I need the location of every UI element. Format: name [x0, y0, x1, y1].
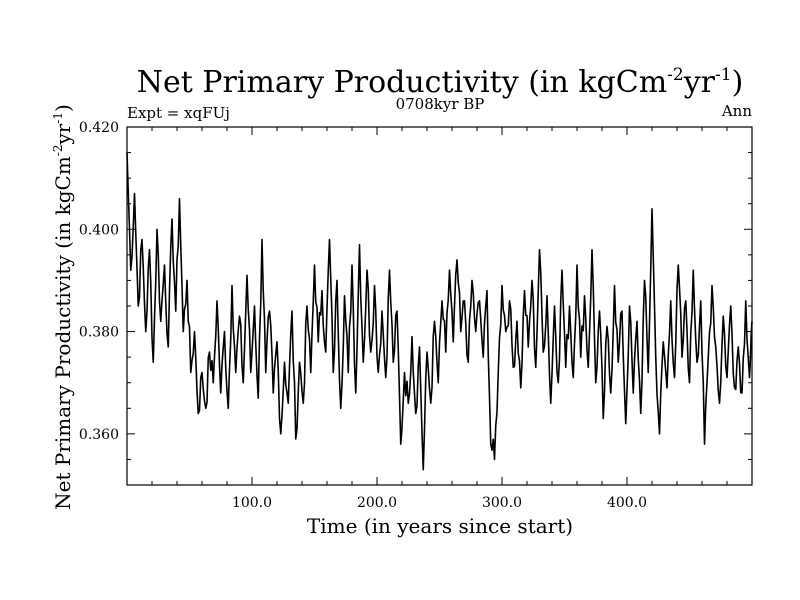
y-tick-label: 0.400	[79, 222, 119, 238]
y-tick-labels: 0.360 0.380 0.400 0.420	[79, 120, 119, 443]
y-tick-label: 0.420	[79, 120, 119, 136]
npp-series-line	[126, 152, 753, 471]
plot-frame	[126, 126, 753, 486]
x-tick-label: 200.0	[357, 495, 397, 511]
x-tick-labels: 100.0 200.0 300.0 400.0	[232, 495, 647, 511]
y-axis-title: Net Primary Productivity (in kgCm-2yr-1)	[51, 104, 75, 510]
x-axis-title: Time (in years since start)	[307, 514, 573, 538]
axis-ticks	[127, 126, 752, 486]
x-tick-label: 400.0	[607, 495, 647, 511]
chart-subtitle: 0708kyr BP	[396, 95, 485, 113]
x-tick-label: 300.0	[482, 495, 522, 511]
chart-title: Net Primary Productivity (in kgCm-2yr-1)	[137, 65, 744, 100]
experiment-label: Expt = xqFUj	[127, 104, 230, 122]
y-tick-label: 0.380	[79, 325, 119, 341]
x-tick-label: 100.0	[232, 495, 272, 511]
y-tick-label: 0.360	[79, 427, 119, 443]
season-label: Ann	[721, 102, 752, 120]
